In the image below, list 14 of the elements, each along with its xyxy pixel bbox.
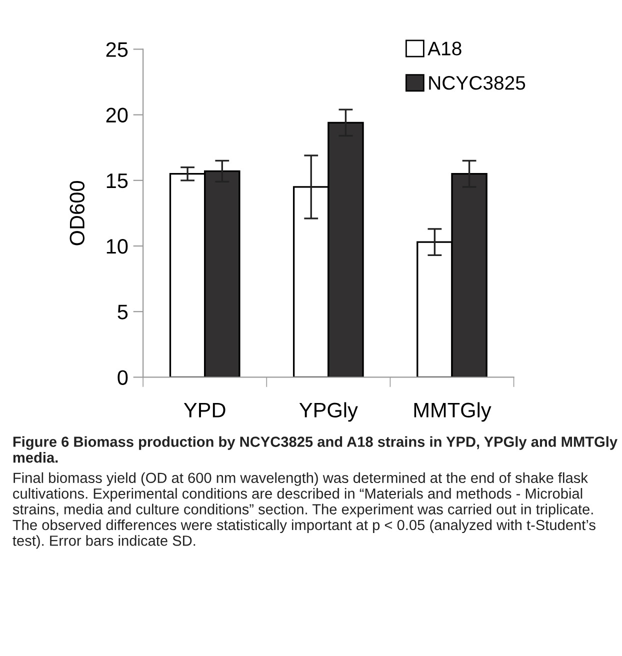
y-tick-label: 15 <box>106 174 128 188</box>
caption: Figure 6 Biomass production by NCYC3825 and A18 strains in YPD, YPGly and MMTGly media. <box>13 436 618 463</box>
y-tick-label: 10 <box>106 239 128 254</box>
y-tick-label: 5 <box>118 304 128 320</box>
y-tick-label: 25 <box>106 42 128 57</box>
x-tick-label: MMTGly <box>414 402 492 422</box>
legend-label: A18 <box>428 42 462 56</box>
y-tick-label: 0 <box>118 370 128 385</box>
x-tick-label: YPGly <box>299 402 358 422</box>
y-axis-title: OD600 <box>70 181 85 246</box>
legend-label: NCYC3825 <box>429 76 526 90</box>
y-tick-label: 20 <box>106 108 128 123</box>
text: Final biomass yield (OD at 600 nm wavelength) was determined at the end of shake flask cultivations. Experimental conditions are described in “Materials and methods - Microbial strains, media and culture conditions” section. The experiment was carried out in triplicate. The observed differences were statistically important at p < 0.05 (analyzed with t-Student’s test). Error bars indicate SD. <box>12 472 596 549</box>
x-tick-label: YPD <box>184 402 226 418</box>
